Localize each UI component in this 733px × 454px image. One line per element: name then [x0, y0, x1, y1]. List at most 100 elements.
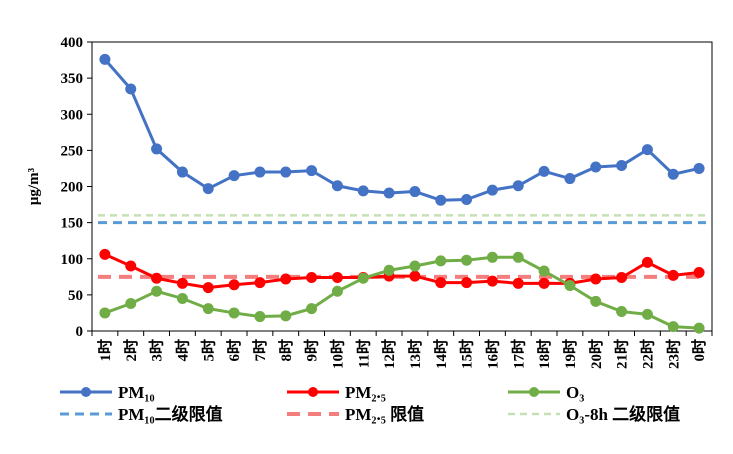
data-point [202, 282, 214, 294]
data-point [99, 248, 111, 260]
data-point [512, 251, 524, 263]
data-point [538, 165, 550, 177]
data-point [202, 303, 214, 315]
data-point [306, 303, 318, 315]
data-point [409, 186, 421, 198]
data-point [435, 194, 447, 206]
data-point [641, 308, 653, 320]
x-tick-label: 12时 [381, 339, 398, 369]
data-point [176, 166, 188, 178]
data-point [512, 180, 524, 192]
x-tick-label: 13时 [407, 339, 424, 369]
data-point [693, 322, 705, 334]
series-line [104, 253, 700, 290]
legend-marker-dot [81, 387, 91, 397]
data-point [151, 285, 163, 297]
series-line [104, 255, 700, 330]
x-tick-label: 4时 [174, 339, 191, 362]
x-tick-label: 10时 [329, 339, 346, 369]
data-point [616, 272, 628, 284]
data-point [486, 184, 498, 196]
x-tick-label: 9时 [304, 339, 321, 362]
data-point [641, 144, 653, 156]
data-point [409, 270, 421, 282]
data-point [590, 295, 602, 307]
data-point [538, 265, 550, 277]
y-tick-label: 0 [76, 324, 84, 340]
x-tick-label: 23时 [665, 339, 682, 369]
data-point [667, 321, 679, 333]
x-tick-label: 11时 [355, 339, 372, 368]
data-point [486, 275, 498, 287]
data-point [176, 292, 188, 304]
data-point [667, 168, 679, 180]
x-tick-label: 5时 [200, 339, 217, 362]
y-tick-label: 200 [61, 180, 84, 196]
data-point [486, 251, 498, 263]
data-point [590, 273, 602, 285]
y-tick-label: 100 [61, 252, 84, 268]
x-tick-label: 15时 [459, 339, 476, 369]
data-point [693, 162, 705, 174]
x-tick-label: 19时 [562, 339, 579, 369]
legend-label: O₃ [566, 383, 584, 402]
data-point [176, 277, 188, 289]
x-tick-label: 22时 [639, 339, 656, 369]
series-line [103, 58, 700, 202]
legend-marker-dot [308, 387, 318, 397]
x-tick-label: 2时 [123, 339, 140, 362]
data-point [357, 272, 369, 284]
data-point [383, 264, 395, 276]
y-tick-label: 50 [68, 288, 83, 304]
data-point [254, 166, 266, 178]
legend-label: PM₂.₅ 限值 [345, 404, 424, 424]
data-point [228, 307, 240, 319]
data-point [125, 260, 137, 272]
data-point [616, 305, 628, 317]
data-point [306, 272, 318, 284]
data-point [99, 53, 111, 65]
y-tick-label: 400 [61, 35, 84, 51]
x-tick-label: 6时 [226, 339, 243, 362]
x-tick-label: 8时 [278, 339, 295, 362]
data-point [254, 311, 266, 323]
legend-label: O₃-8h 二级限值 [566, 404, 680, 424]
data-point [280, 310, 292, 322]
data-point [99, 307, 111, 319]
data-point [564, 279, 576, 291]
data-point [306, 165, 318, 177]
legend-label: PM₂.₅ [345, 383, 386, 402]
data-point [331, 285, 343, 297]
data-point [228, 170, 240, 182]
data-point [564, 173, 576, 185]
legend-label: PM₁₀二级限值 [118, 404, 223, 424]
y-tick-label: 250 [61, 143, 84, 159]
x-tick-label: 20时 [588, 339, 605, 369]
data-point [151, 143, 163, 155]
data-point [280, 166, 292, 178]
data-point [125, 83, 137, 95]
x-tick-label: 18时 [536, 339, 553, 369]
legend-marker-dot [529, 387, 539, 397]
data-point [409, 260, 421, 272]
data-point [693, 266, 705, 278]
data-point [590, 161, 602, 173]
x-tick-label: 7时 [252, 339, 269, 362]
y-tick-label: 350 [61, 71, 84, 87]
y-tick-label: 150 [61, 216, 84, 232]
data-point [331, 180, 343, 192]
data-point [202, 183, 214, 195]
x-tick-label: 0时 [691, 339, 708, 362]
y-tick-label: 300 [61, 107, 84, 123]
x-tick-label: 1时 [97, 339, 114, 362]
data-point [254, 277, 266, 289]
y-axis-label: μg/m³ [26, 167, 42, 205]
data-point [461, 194, 473, 206]
data-point [357, 185, 369, 197]
data-point [383, 187, 395, 199]
data-point [461, 277, 473, 289]
x-tick-label: 3时 [149, 339, 166, 362]
data-point [151, 272, 163, 284]
x-tick-label: 17时 [510, 339, 527, 369]
data-point [616, 160, 628, 172]
